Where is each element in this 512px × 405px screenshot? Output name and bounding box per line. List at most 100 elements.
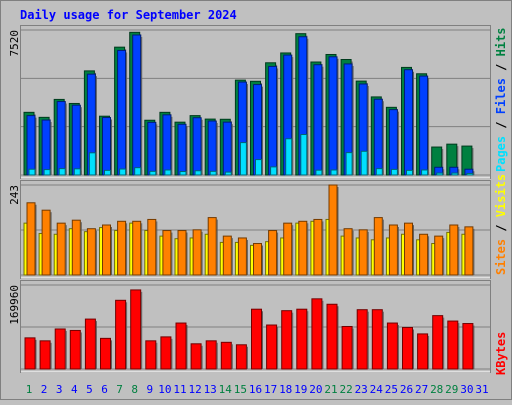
bar-kbytes-day-8 bbox=[130, 289, 142, 370]
y-tick-label: 7520 bbox=[8, 30, 21, 57]
x-tick-label-21: 21 bbox=[324, 383, 337, 396]
bar-kbytes-day-21 bbox=[326, 303, 338, 370]
y-tick-label: 243 bbox=[8, 185, 21, 205]
sites-visits-label-part: / bbox=[494, 217, 508, 239]
x-tick-label-11: 11 bbox=[173, 383, 186, 396]
x-tick-label-17: 17 bbox=[264, 383, 277, 396]
bar-pages-day-20 bbox=[315, 169, 323, 176]
bar-pages-day-2 bbox=[43, 169, 51, 176]
bar-sites-day-24 bbox=[373, 217, 383, 276]
x-tick-label-20: 20 bbox=[309, 383, 322, 396]
bar-sites-day-11 bbox=[177, 230, 187, 276]
bar-kbytes-day-24 bbox=[371, 309, 383, 370]
bar-kbytes-day-15 bbox=[235, 344, 247, 370]
bar-pages-day-12 bbox=[194, 170, 202, 176]
bar-pages-day-1 bbox=[28, 168, 36, 176]
x-tick-label-28: 28 bbox=[430, 383, 443, 396]
pages-files-hits-label: Pages / Files / Hits bbox=[494, 27, 508, 172]
bar-kbytes-day-20 bbox=[311, 298, 323, 370]
bar-kbytes-day-25 bbox=[386, 322, 398, 370]
bar-kbytes-day-9 bbox=[145, 340, 157, 370]
x-tick-label-7: 7 bbox=[116, 383, 123, 396]
bar-pages-day-6 bbox=[104, 169, 111, 176]
bar-files-day-4 bbox=[71, 104, 81, 176]
bar-sites-day-12 bbox=[192, 229, 202, 276]
pages-files-hits-label-part: / bbox=[494, 114, 508, 136]
bar-kbytes-day-26 bbox=[402, 326, 413, 370]
bar-sites-day-22 bbox=[343, 228, 353, 276]
bar-sites-day-10 bbox=[162, 230, 172, 276]
x-tick-label-4: 4 bbox=[71, 383, 78, 396]
x-tick-label-13: 13 bbox=[204, 383, 217, 396]
bar-sites-day-1 bbox=[26, 202, 36, 276]
bar-pages-day-5 bbox=[88, 152, 96, 176]
bar-files-day-21 bbox=[328, 56, 338, 176]
kbytes-label: KBytes bbox=[494, 332, 508, 375]
bar-sites-day-18 bbox=[283, 222, 293, 276]
bar-sites-day-16 bbox=[253, 243, 262, 276]
bar-sites-day-26 bbox=[404, 222, 413, 276]
x-axis-labels: 1 2 3 4 5 6 7 8 9 10 11 12 13 14 15 16 17 18 19 20 21 22 23 24 2… bbox=[26, 383, 489, 396]
bar-files-day-24 bbox=[373, 98, 383, 176]
bar-sites-day-3 bbox=[56, 222, 66, 276]
bar-kbytes-day-28 bbox=[432, 315, 444, 370]
visits-sites-panel: 243 bbox=[8, 180, 491, 279]
bar-pages-day-7 bbox=[119, 168, 127, 176]
bar-pages-day-17 bbox=[270, 166, 278, 176]
bar-sites-day-2 bbox=[41, 209, 51, 276]
bar-kbytes-day-6 bbox=[100, 337, 111, 370]
pages-files-hits-label-part: / bbox=[494, 56, 508, 78]
kbytes-panel: 169960 bbox=[8, 280, 491, 373]
bar-sites-day-27 bbox=[419, 233, 429, 276]
bar-pages-day-10 bbox=[164, 169, 172, 176]
x-tick-label-29: 29 bbox=[445, 383, 458, 396]
bar-kbytes-day-18 bbox=[281, 310, 293, 370]
x-tick-label-19: 19 bbox=[294, 383, 307, 396]
bar-pages-day-24 bbox=[375, 168, 383, 176]
x-tick-label-30: 30 bbox=[460, 383, 473, 396]
bar-kbytes-day-22 bbox=[341, 325, 353, 370]
pages-files-hits-label-part: Hits bbox=[494, 27, 508, 56]
bar-sites-day-20 bbox=[313, 218, 323, 276]
bar-sites-day-21 bbox=[328, 184, 338, 276]
bar-pages-day-29 bbox=[451, 172, 459, 176]
bar-files-day-25 bbox=[388, 109, 398, 176]
bar-files-day-11 bbox=[177, 123, 187, 176]
bar-pages-day-26 bbox=[406, 169, 413, 176]
x-tick-label-5: 5 bbox=[86, 383, 93, 396]
bar-kbytes-day-30 bbox=[462, 323, 474, 370]
bar-sites-day-28 bbox=[434, 235, 444, 276]
bar-pages-day-14 bbox=[224, 171, 232, 176]
bar-sites-day-7 bbox=[117, 220, 127, 276]
bar-kbytes-day-11 bbox=[175, 322, 187, 370]
bar-kbytes-day-13 bbox=[205, 340, 217, 370]
sites-visits-label-part: Visits bbox=[494, 174, 508, 217]
bar-kbytes-day-27 bbox=[417, 333, 429, 370]
bar-kbytes-day-5 bbox=[84, 318, 96, 370]
bar-pages-day-25 bbox=[390, 168, 398, 176]
x-tick-label-26: 26 bbox=[400, 383, 413, 396]
x-tick-label-2: 2 bbox=[41, 383, 48, 396]
bar-pages-day-23 bbox=[360, 150, 368, 176]
bar-files-day-10 bbox=[162, 114, 172, 176]
bar-sites-day-13 bbox=[207, 217, 217, 276]
bar-sites-day-8 bbox=[132, 220, 142, 276]
x-tick-label-9: 9 bbox=[146, 383, 153, 396]
bar-files-day-9 bbox=[147, 121, 157, 176]
bar-pages-day-11 bbox=[179, 171, 187, 176]
bar-files-day-27 bbox=[419, 75, 429, 176]
sites-visits-label: Sites / Visits bbox=[494, 174, 508, 275]
bar-files-day-6 bbox=[102, 117, 111, 176]
bar-pages-day-13 bbox=[209, 170, 217, 176]
bar-pages-day-22 bbox=[345, 152, 353, 176]
chart-title: Daily usage for September 2024 bbox=[20, 8, 237, 22]
bar-kbytes-day-4 bbox=[69, 329, 81, 370]
bar-files-day-8 bbox=[132, 34, 142, 176]
bar-files-day-20 bbox=[313, 64, 323, 176]
bar-files-day-12 bbox=[192, 117, 202, 176]
bar-pages-day-3 bbox=[58, 168, 66, 176]
sites-visits-label-part: Sites bbox=[494, 239, 508, 275]
bar-sites-day-25 bbox=[388, 224, 398, 276]
bar-kbytes-day-16 bbox=[251, 308, 262, 370]
